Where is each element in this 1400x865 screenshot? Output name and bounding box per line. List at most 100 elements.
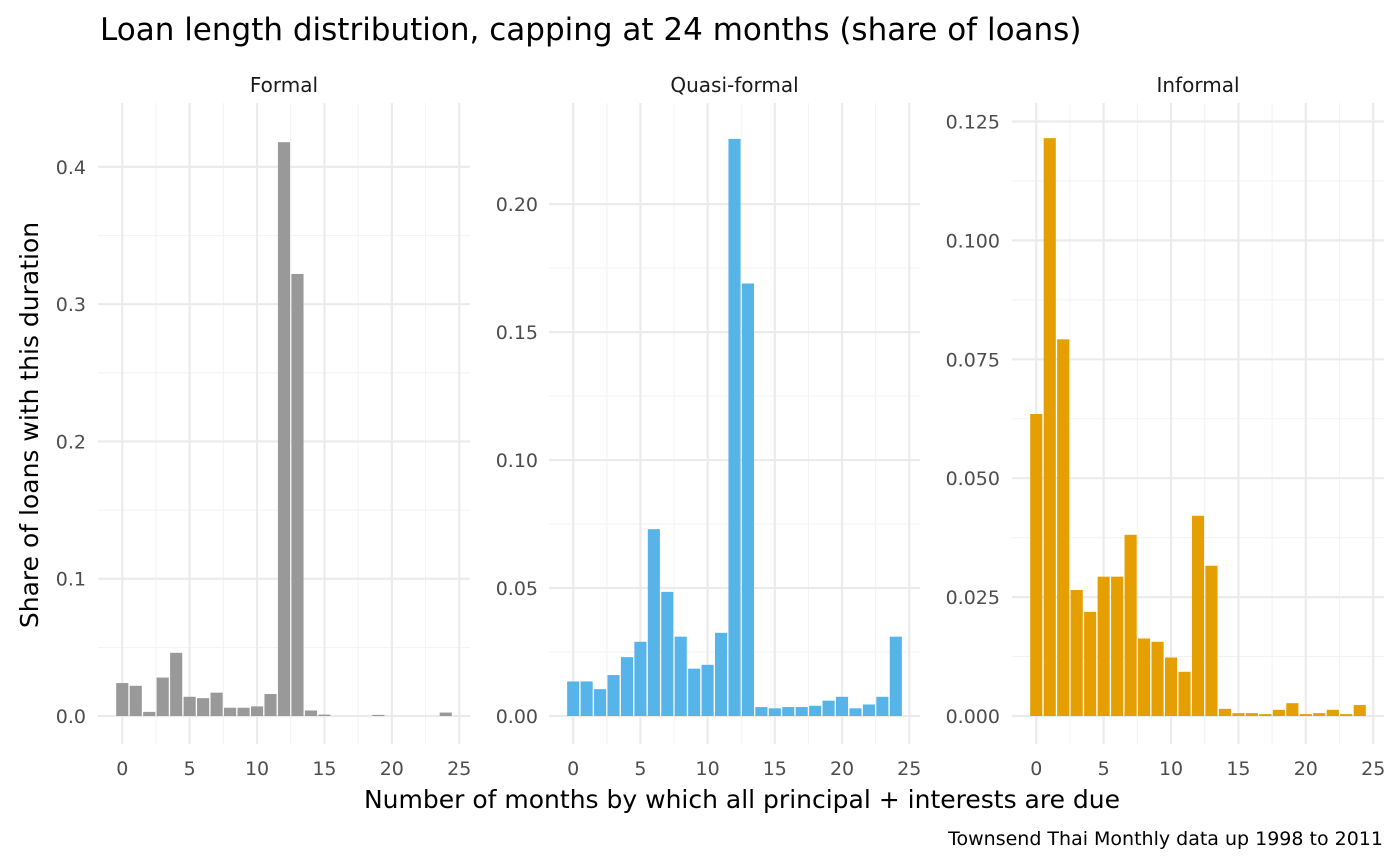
x-tick-label: 0 — [567, 758, 579, 780]
panel-formal: 0 5 10 15 20 25 0.0 0.1 0.2 0.3 0.4 Formal — [56, 73, 472, 780]
x-tick-label: 15 — [763, 758, 787, 780]
bar — [795, 707, 808, 716]
y-tick-label: 0.20 — [496, 194, 538, 216]
x-tick-label: 25 — [1361, 758, 1385, 780]
bar — [1191, 515, 1205, 716]
x-tick-label: 15 — [1226, 758, 1250, 780]
panel-quasi-formal: 0 5 10 15 20 25 0.00 0.05 0.10 0.15 0.20 Quasi-form… — [496, 73, 922, 780]
bar — [567, 681, 580, 716]
bar — [1353, 705, 1366, 716]
y-tick-label: 0.125 — [946, 112, 1000, 134]
bar — [291, 273, 304, 716]
bar — [304, 710, 318, 716]
bar — [439, 712, 452, 716]
bar — [156, 677, 169, 716]
bar — [129, 685, 142, 716]
bar — [580, 681, 593, 716]
bar — [116, 683, 129, 716]
chart-title: Loan length distribution, capping at 24 … — [100, 12, 1081, 48]
bar — [822, 700, 835, 716]
bar — [728, 138, 741, 717]
bar — [1124, 534, 1137, 716]
x-tick-label: 0 — [1030, 758, 1042, 780]
bar — [1057, 339, 1070, 716]
bar — [620, 657, 634, 716]
bar — [1272, 709, 1285, 716]
bar — [1218, 708, 1232, 716]
bar — [1178, 671, 1191, 716]
y-tick-label: 0.100 — [946, 230, 1000, 252]
bar — [170, 652, 183, 716]
facet-strip-label: Informal — [1156, 73, 1239, 97]
x-tick-label: 25 — [897, 758, 921, 780]
x-tick-label: 10 — [245, 758, 269, 780]
bar — [1084, 611, 1097, 716]
x-tick-label: 20 — [380, 758, 404, 780]
bar — [1043, 138, 1056, 717]
y-tick-label: 0.0 — [56, 706, 86, 728]
x-tick-label: 20 — [830, 758, 854, 780]
x-tick-label: 10 — [696, 758, 720, 780]
bar — [1340, 714, 1353, 716]
bar — [755, 707, 768, 716]
facet-strip-label: Formal — [250, 73, 318, 97]
x-axis-label: Number of months by which all principal … — [364, 785, 1120, 814]
y-tick-label: 0.075 — [946, 349, 1000, 371]
y-tick-label: 0.10 — [496, 450, 538, 472]
bar — [1070, 589, 1083, 716]
bar — [674, 636, 687, 716]
x-tick-label: 5 — [1098, 758, 1110, 780]
bar — [277, 142, 291, 716]
chart-caption: Townsend Thai Monthly data up 1998 to 20… — [947, 828, 1383, 850]
panel-informal: 0 5 10 15 20 25 0.000 0.025 0.050 0.075 0.100 0.125… — [946, 73, 1386, 780]
bar — [809, 705, 822, 716]
y-tick-label: 0.05 — [496, 578, 538, 600]
bar — [1164, 657, 1178, 716]
facet-panels: 0 5 10 15 20 25 0.0 0.1 0.2 0.3 0.4 Formal 0 5 10 15 20 2… — [56, 73, 1386, 780]
bar — [701, 664, 714, 716]
y-tick-label: 0.000 — [946, 706, 1000, 728]
x-tick-label: 25 — [447, 758, 471, 780]
bar — [1245, 713, 1258, 716]
y-tick-label: 0.050 — [946, 468, 1000, 490]
bar — [1205, 565, 1218, 716]
bar — [835, 696, 849, 716]
bar — [372, 714, 385, 716]
bar — [318, 714, 331, 716]
bar — [889, 636, 902, 716]
x-tick-label: 20 — [1294, 758, 1318, 780]
bar — [1138, 638, 1151, 716]
bar — [849, 708, 862, 716]
bar — [1111, 576, 1124, 716]
bar — [250, 706, 264, 716]
bar — [1259, 714, 1272, 716]
bar — [1286, 703, 1299, 716]
bar — [1299, 714, 1312, 716]
bar — [143, 711, 156, 716]
bar — [224, 707, 237, 716]
bar — [634, 641, 647, 716]
bar — [741, 283, 754, 716]
bar — [1232, 713, 1245, 716]
x-tick-label: 10 — [1159, 758, 1183, 780]
bar — [768, 708, 781, 716]
bar — [183, 696, 196, 716]
y-tick-label: 0.2 — [56, 431, 86, 453]
bar — [647, 529, 660, 716]
bar — [264, 694, 277, 716]
bar — [594, 689, 607, 716]
bar — [688, 668, 701, 716]
y-axis-label: Share of loans with this duration — [15, 222, 44, 628]
bar — [862, 704, 875, 716]
bar — [237, 707, 250, 716]
bar — [1097, 576, 1110, 716]
y-tick-label: 0.1 — [56, 569, 86, 591]
bar — [715, 632, 728, 716]
x-tick-label: 15 — [312, 758, 336, 780]
bar — [1326, 709, 1339, 716]
x-tick-label: 0 — [116, 758, 128, 780]
bar — [782, 707, 795, 716]
bar — [1313, 713, 1326, 716]
y-tick-label: 0.025 — [946, 587, 1000, 609]
